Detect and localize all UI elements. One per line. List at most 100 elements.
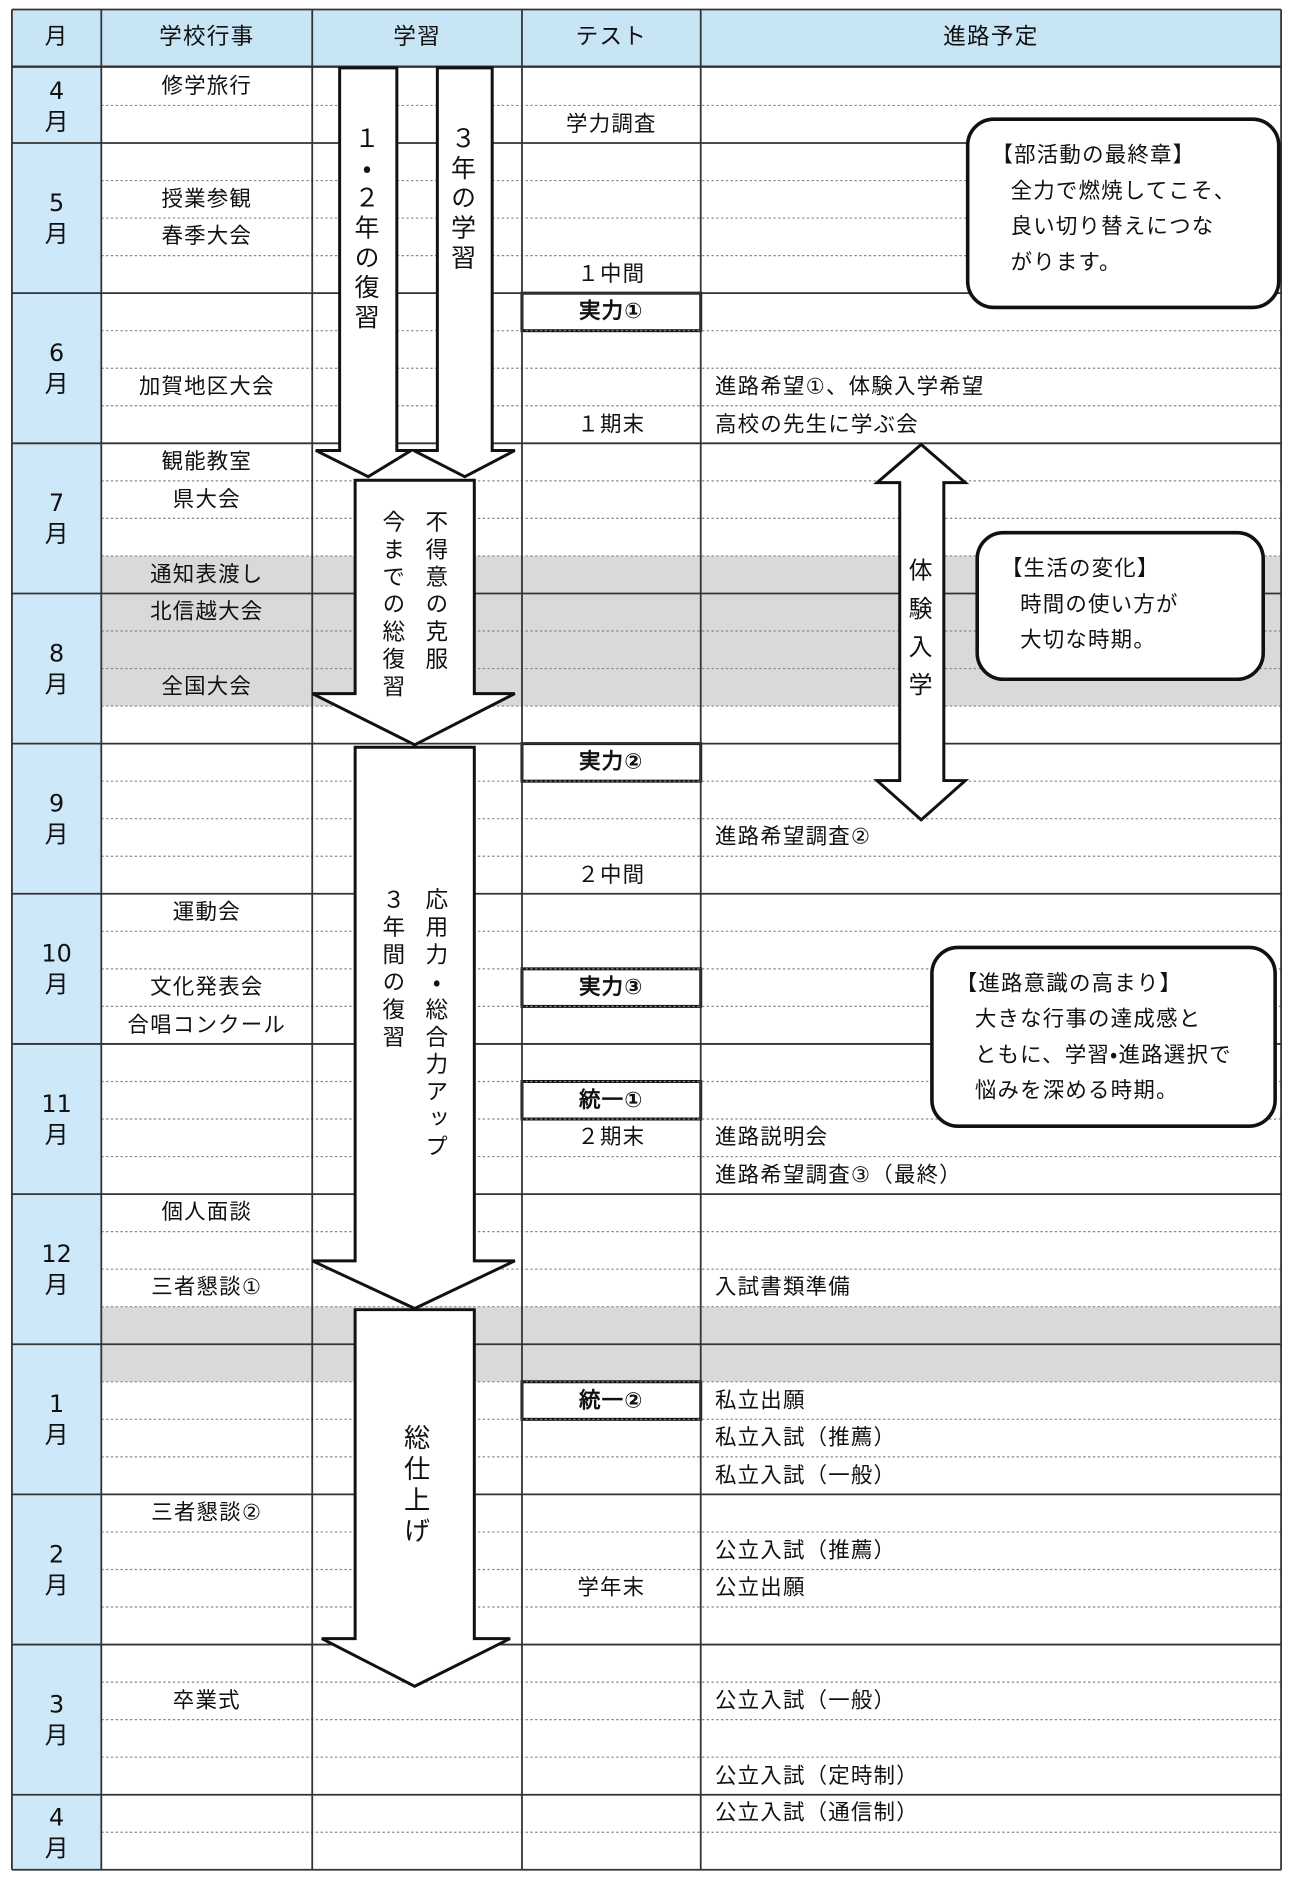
note-line: 悩みを深める時期。 [974,1078,1179,1104]
month-bg [11,1494,102,1645]
event-text: 加賀地区大会 [138,374,275,400]
career-text: 公立入試（通信制） [715,1800,919,1826]
month-bg [11,67,102,144]
event-text: 北信越大会 [150,599,264,625]
event-text: 修学旅行 [161,73,253,99]
event-text: 授業参観 [161,186,253,212]
test-text: 統一① [579,1087,644,1113]
career-text: 私立出願 [715,1387,806,1413]
month-label: 2月 [44,1539,69,1600]
note-line: がります。 [1010,250,1122,276]
month-bg [11,293,102,444]
test-text: １期末 [577,411,646,437]
study-arrow [311,478,516,747]
header-bg [11,9,1282,66]
month-label: 11月 [41,1089,72,1149]
study-arrow-text: ３年の学習 [448,125,477,275]
header-cell: テスト [575,23,648,51]
note-line: 良い切り替えにつな [1010,214,1215,240]
study-arrow [311,745,516,1311]
event-text: 全国大会 [161,674,253,700]
career-text: 高校の先生に学ぶ会 [715,411,919,437]
header-cell: 月 [44,23,69,51]
month-bg [11,143,102,294]
month-bg [11,443,102,594]
month-label: 1月 [44,1389,69,1450]
month-bg [11,1194,102,1345]
note-bubble [965,117,1281,310]
note-line: 大きな行事の達成感と [974,1006,1202,1033]
month-label: 9月 [44,788,69,849]
month-label: 6月 [44,338,69,399]
note-line: 大切な時期。 [1020,628,1156,654]
event-text: 三者懇談② [151,1500,263,1526]
career-text: 公立入試（一般） [715,1688,897,1714]
career-text: 公立入試（推薦） [715,1537,897,1563]
header-cell: 進路予定 [943,23,1039,51]
career-text: 私立入試（推薦） [715,1425,897,1451]
month-label: 8月 [44,638,69,699]
month-label: 3月 [44,1689,69,1750]
note-bubble [975,530,1266,682]
month-bg [11,893,102,1044]
test-text: １中間 [577,261,646,287]
career-arrow [873,442,970,822]
test-box [520,291,703,333]
month-label: 4月 [44,1802,69,1863]
test-text: ２期末 [577,1124,646,1151]
month-bg [11,1043,102,1195]
career-text: 進路希望調査③（最終） [715,1162,962,1188]
career-text: 進路説明会 [715,1124,829,1151]
month-label: 10月 [41,939,72,999]
note-title: 【部活動の最終章】 [991,143,1196,169]
study-arrow-text: 応用力・総合力アップ [421,887,449,1162]
test-text: 統一② [579,1387,644,1413]
study-arrow-text: ３年間の復習 [378,887,406,1053]
header-cell: 学校行事 [159,23,255,51]
career-text: 私立入試（一般） [715,1462,897,1488]
event-text: 通知表渡し [150,561,264,587]
test-text: 学年末 [577,1575,646,1601]
career-text: 公立入試（定時制） [715,1763,919,1789]
note-title: 【進路意識の高まり】 [955,971,1183,997]
month-bg [11,743,102,894]
study-arrow-text: １・２年の復習 [351,125,381,334]
event-text: 文化発表会 [150,974,264,1000]
career-text: 進路希望調査② [715,824,872,850]
event-text: 三者懇談① [151,1275,263,1301]
test-box [520,967,703,1008]
shaded-row [101,1306,1282,1345]
month-label: 5月 [44,188,69,248]
note-line: 時間の使い方が [1020,592,1179,618]
header-cell: 学習 [393,23,441,51]
study-arrow-text: 不得意の克服 [421,510,449,675]
test-text: 学力調査 [566,111,657,137]
month-label: 4月 [44,75,69,136]
test-text: 実力① [579,299,644,325]
month-bg [11,1344,102,1495]
event-text: 合唱コンクール [127,1012,287,1038]
test-text: ２中間 [577,862,646,888]
career-text: 公立出願 [715,1575,806,1601]
career-text: 進路希望①、体験入学希望 [715,374,985,400]
note-line: ともに、学習・進路選択で [974,1042,1232,1068]
note-bubble [930,945,1277,1128]
test-text: 実力② [579,749,644,775]
month-bg [11,593,102,744]
event-text: 卒業式 [172,1688,241,1714]
study-arrow-text: 総仕上げ [399,1424,430,1549]
study-arrow [315,66,417,479]
note-line: 全力で燃焼してこそ、 [1010,178,1237,204]
event-text: 県大会 [172,486,241,512]
month-bg [11,1794,102,1870]
test-text: 実力③ [579,974,644,1000]
study-arrow [412,66,516,479]
event-text: 個人面談 [161,1200,253,1226]
career-arrow-text: 体験入学 [904,557,934,711]
career-text: 入試書類準備 [715,1275,851,1301]
shaded-row [101,1344,1282,1382]
month-label: 12月 [41,1239,72,1299]
